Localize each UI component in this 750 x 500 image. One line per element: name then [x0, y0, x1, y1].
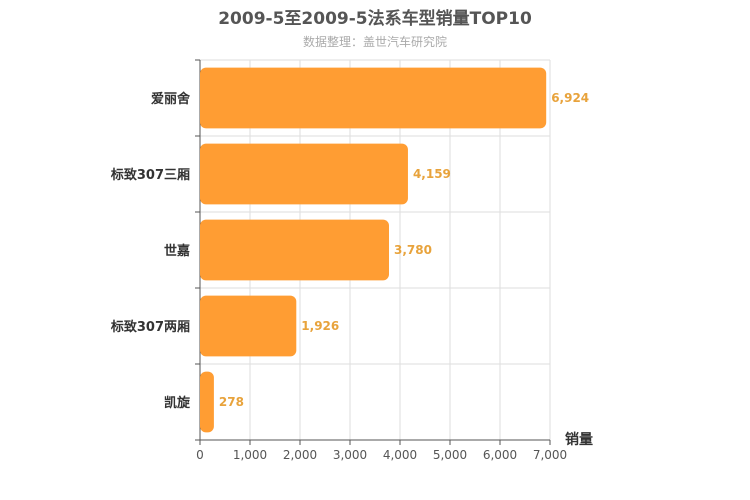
x-tick-label: 0 — [196, 448, 204, 462]
chart-title: 2009-5至2009-5法系车型销量TOP10 — [218, 9, 532, 29]
bar-5 — [200, 371, 214, 433]
bar-2 — [200, 143, 408, 205]
bar-1 — [200, 67, 547, 129]
category-label: 爱丽舍 — [151, 91, 191, 107]
bar-3 — [200, 219, 389, 281]
data-label: 6,924 — [551, 91, 589, 105]
category-label: 凯旋 — [164, 395, 191, 411]
data-label: 3,780 — [394, 243, 432, 257]
x-tick-label: 5,000 — [433, 448, 467, 462]
x-tick-label: 6,000 — [483, 448, 517, 462]
category-label: 标致307三厢 — [110, 167, 190, 183]
bar-4 — [200, 295, 297, 357]
x-axis-title: 销量 — [565, 431, 593, 448]
x-tick-label: 1,000 — [233, 448, 267, 462]
data-label: 4,159 — [413, 167, 451, 181]
x-tick-label: 7,000 — [533, 448, 567, 462]
chart-subtitle: 数据整理：盖世汽车研究院 — [302, 35, 447, 49]
data-label: 1,926 — [301, 319, 339, 333]
x-tick-label: 3,000 — [333, 448, 367, 462]
x-tick-label: 2,000 — [283, 448, 317, 462]
category-label: 标致307两厢 — [110, 319, 190, 335]
category-label: 世嘉 — [164, 243, 190, 259]
x-tick-label: 4,000 — [383, 448, 417, 462]
data-label: 278 — [219, 395, 244, 409]
